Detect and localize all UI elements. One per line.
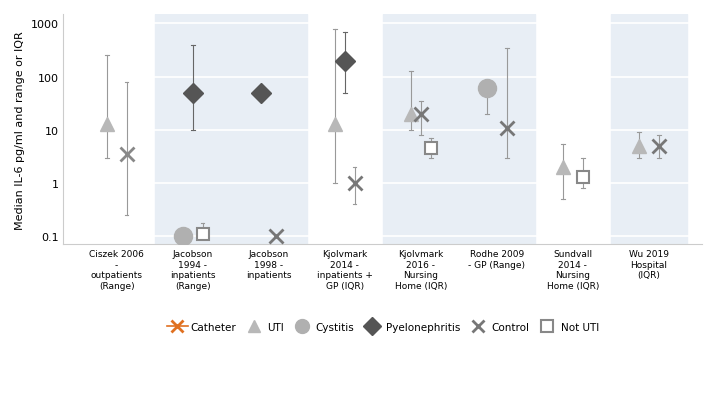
Legend: Catheter, UTI, Cystitis, Pyelonephritis, Control, Not UTI: Catheter, UTI, Cystitis, Pyelonephritis,… [163, 318, 603, 336]
Bar [155, 15, 307, 245]
Bar [383, 15, 535, 245]
Y-axis label: Median IL-6 pg/ml and range or IQR: Median IL-6 pg/ml and range or IQR [15, 31, 25, 229]
Bar [611, 15, 687, 245]
